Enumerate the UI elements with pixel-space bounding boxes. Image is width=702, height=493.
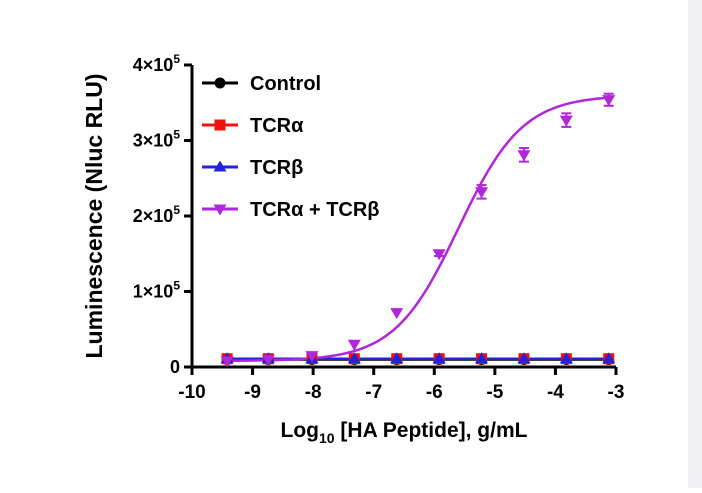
y-tick-label-base: 3×10	[133, 131, 174, 151]
x-axis-title: Log10 [HA Peptide], g/mL	[281, 419, 528, 446]
y-tick-label: 1×105	[133, 279, 181, 302]
legend-marker-control	[214, 77, 226, 89]
legend-label-tcr-tcr: TCRα + TCRβ	[250, 199, 380, 221]
data-point-tcr	[347, 352, 361, 364]
data-point-tcr-tcr	[347, 339, 361, 351]
y-tick-label-base: 0	[170, 357, 180, 377]
x-tick-label: -3	[608, 382, 625, 403]
data-point-tcr-tcr	[602, 95, 616, 107]
data-point-tcr	[475, 352, 489, 364]
x-axis-title-rest: [HA Peptide], g/mL	[335, 419, 528, 442]
data-point-tcr-tcr	[517, 150, 531, 162]
legend-label-tcr: TCRβ	[250, 157, 303, 179]
data-point-tcr	[432, 352, 446, 364]
legend-label-tcr: TCRα	[250, 115, 304, 137]
x-tick-label: -9	[244, 382, 261, 403]
x-tick-label: -8	[305, 382, 322, 403]
x-tick-label: -10	[178, 382, 205, 403]
data-point-tcr	[390, 352, 404, 364]
y-tick-label: 3×105	[133, 128, 181, 151]
y-tick-label-base: 4×10	[133, 55, 174, 75]
x-tick-label: -6	[426, 382, 443, 403]
legend-marker-tcr	[213, 160, 227, 172]
y-tick-label-base: 2×10	[133, 206, 174, 226]
y-tick-label: 0	[170, 357, 180, 377]
data-point-tcr-tcr	[390, 308, 404, 320]
data-points	[220, 92, 616, 368]
y-tick-label-base: 1×10	[133, 282, 174, 302]
data-point-tcr	[602, 352, 616, 364]
x-axis-title-subscript: 10	[319, 430, 335, 446]
data-point-tcr-tcr	[475, 187, 489, 199]
y-tick-label-exponent: 5	[173, 52, 180, 66]
y-tick-label-exponent: 5	[173, 279, 180, 293]
legend-marker-tcr	[214, 119, 226, 131]
legend-label-control: Control	[250, 73, 321, 95]
x-tick-label: -4	[547, 382, 564, 403]
x-tick-label: -5	[486, 382, 503, 403]
x-tick-label: -7	[365, 382, 382, 403]
data-point-tcr	[559, 352, 573, 364]
legend: Control TCRα TCRβ TCRα + TCRβ	[202, 73, 380, 221]
data-point-tcr-tcr	[261, 354, 275, 366]
data-point-tcr-tcr	[220, 356, 234, 368]
data-point-tcr-tcr	[432, 249, 446, 261]
x-axis-title-main: Log	[281, 419, 319, 442]
y-tick-label-exponent: 5	[173, 128, 180, 142]
y-tick-label: 2×105	[133, 203, 181, 226]
data-point-tcr	[517, 352, 531, 364]
y-tick-label: 4×105	[133, 52, 181, 75]
y-tick-label-exponent: 5	[173, 203, 180, 217]
legend-marker-tcr-tcr	[213, 204, 227, 216]
data-point-tcr-tcr	[305, 351, 319, 363]
window-edge-strip	[688, 0, 702, 488]
fit-curves	[227, 96, 609, 363]
data-point-tcr-tcr	[559, 115, 573, 127]
fit-line-tcr-tcr	[227, 96, 609, 363]
y-axis-title: Luminescence (Nluc RLU)	[81, 74, 107, 359]
